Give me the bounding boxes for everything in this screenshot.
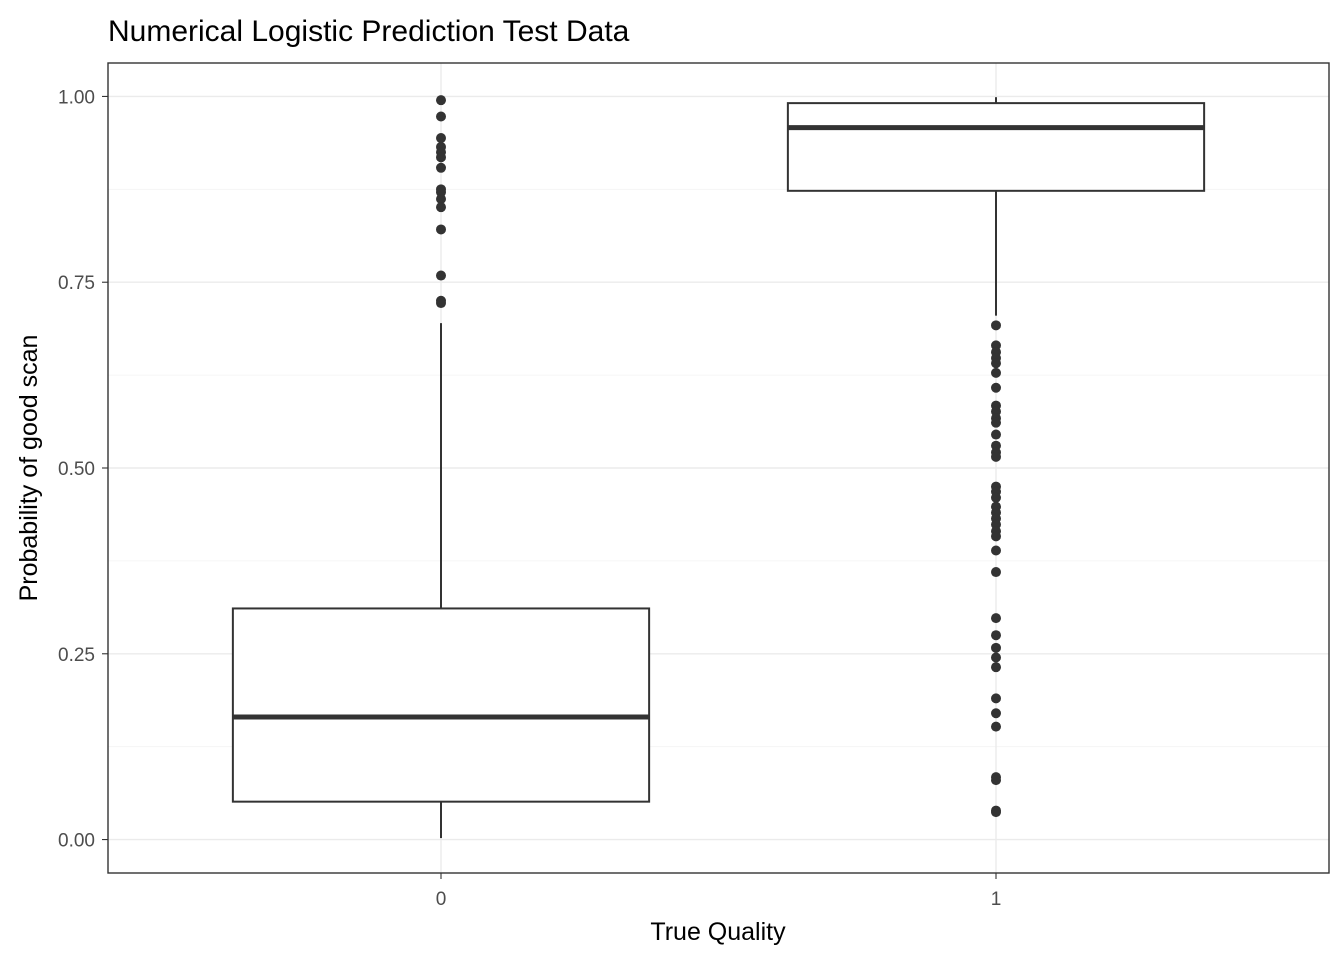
outlier-point (436, 202, 446, 213)
y-tick-label: 0.00 (58, 831, 95, 852)
box-group-1 (786, 97, 1206, 818)
outlier-point (436, 298, 446, 309)
chart-title: Numerical Logistic Prediction Test Data (108, 15, 630, 48)
outlier-point (991, 320, 1001, 331)
y-tick-label: 0.75 (58, 273, 95, 294)
outlier-point (436, 162, 446, 173)
outlier-point (991, 451, 1001, 462)
outlier-point (991, 545, 1001, 556)
outlier-point (991, 807, 1001, 818)
outlier-point (436, 111, 446, 122)
iqr-box (786, 102, 1206, 192)
y-axis-label: Probability of good scan (15, 335, 43, 602)
y-tick-label: 0.25 (58, 645, 95, 666)
outlier-point (436, 95, 446, 106)
outlier-point (991, 417, 1001, 428)
outlier-point (991, 721, 1001, 732)
boxplot-series (231, 95, 1206, 839)
outlier-point (991, 693, 1001, 704)
outlier-point (991, 708, 1001, 719)
outlier-point (991, 775, 1001, 786)
outlier-point (991, 567, 1001, 578)
outlier-point (991, 367, 1001, 378)
outlier-point (991, 630, 1001, 641)
outlier-point (436, 224, 446, 235)
outlier-point (436, 133, 446, 144)
x-tick-label: 1 (991, 889, 1002, 910)
outlier-point (436, 270, 446, 281)
outlier-point (991, 382, 1001, 393)
outlier-point (991, 642, 1001, 653)
box-group-0 (231, 95, 651, 839)
outlier-point (991, 652, 1001, 663)
outlier-point (436, 193, 446, 204)
outlier-point (991, 358, 1001, 369)
outlier-point (991, 429, 1001, 440)
x-axis-label: True Quality (650, 918, 786, 946)
x-tick-label: 0 (436, 889, 447, 910)
outlier-point (991, 613, 1001, 624)
outlier-point (436, 152, 446, 163)
y-tick-label: 0.50 (58, 459, 95, 480)
iqr-box (231, 607, 651, 803)
outlier-point (991, 492, 1001, 503)
outlier-point (991, 531, 1001, 542)
outlier-point (991, 662, 1001, 673)
plot-axes: 0.00 0.25 0.50 0.75 1.00 0 1 (58, 87, 1001, 910)
y-tick-label: 1.00 (58, 87, 95, 108)
